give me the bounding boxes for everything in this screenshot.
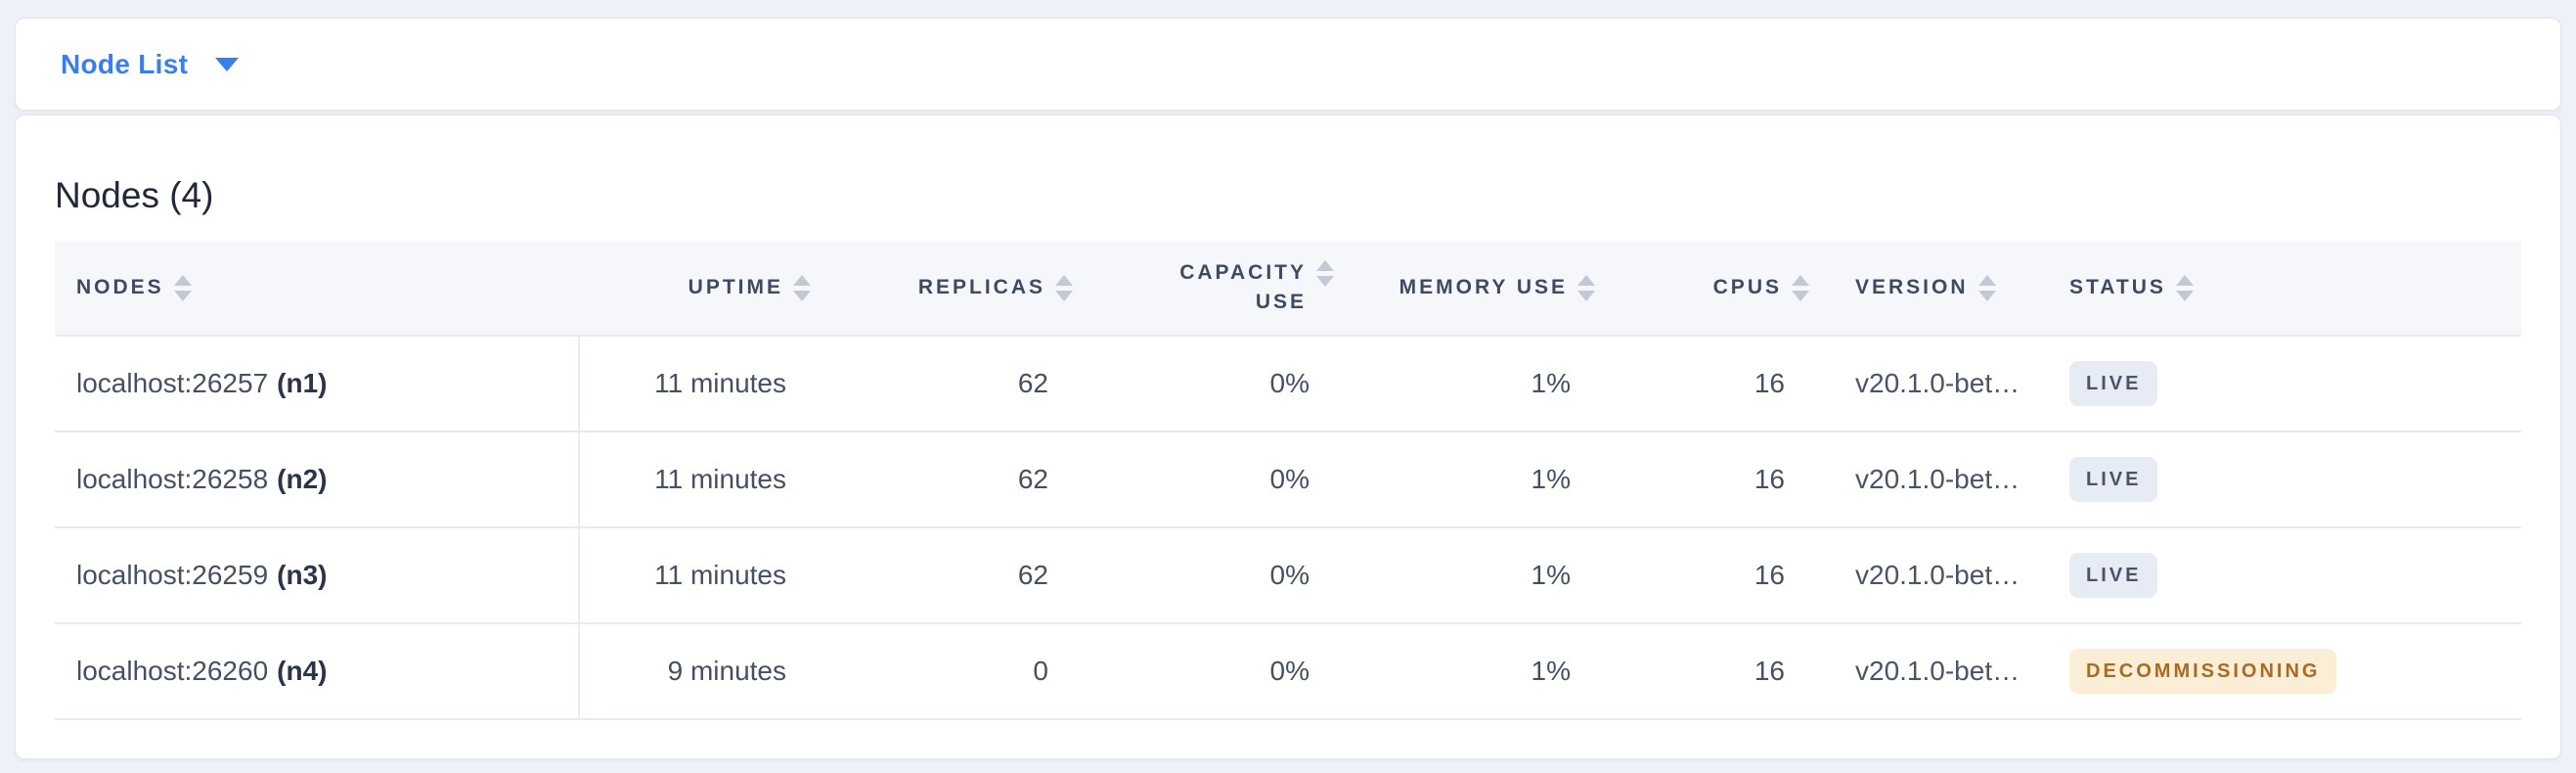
status-cell: DECOMMISSIONING [2063,649,2521,694]
memory-use-cell: 1% [1531,656,1571,686]
node-id: (n3) [277,560,328,590]
cpus-cell: 16 [1754,464,1785,494]
uptime-cell: 11 minutes [654,560,786,590]
node-id: (n4) [277,656,328,686]
status-cell: LIVE [2063,361,2521,406]
status-cell: LIVE [2063,457,2521,502]
table-row: localhost:26259 (n3) 11 minutes 62 0% 1%… [55,528,2521,624]
status-badge: DECOMMISSIONING [2069,649,2337,694]
memory-use-cell: 1% [1531,368,1571,398]
node-address-cell: localhost:26260 (n4) [55,624,580,718]
sort-icon[interactable] [1792,274,1809,301]
replicas-cell: 62 [1017,368,1048,398]
page-title: Nodes (4) [55,175,214,215]
uptime-cell: 11 minutes [654,464,786,494]
status-badge: LIVE [2069,361,2158,406]
capacity-use-cell: 0% [1269,560,1310,590]
version-cell: v20.1.0-bet… [1855,656,2021,686]
table-header-row: NODES UPTIME REPLICAS CAPACITY USE MEMOR… [55,241,2521,337]
table-row: localhost:26258 (n2) 11 minutes 62 0% 1%… [55,432,2521,528]
column-header-nodes[interactable]: NODES [55,241,580,335]
version-cell: v20.1.0-bet… [1855,560,2021,590]
status-cell: LIVE [2063,553,2521,598]
column-header-uptime[interactable]: UPTIME [580,241,811,335]
table-row: localhost:26257 (n1) 11 minutes 62 0% 1%… [55,337,2521,432]
replicas-cell: 62 [1017,560,1048,590]
replicas-cell: 0 [1033,656,1048,686]
column-header-cpus[interactable]: CPUS [1595,241,1809,335]
sort-icon[interactable] [1316,259,1334,287]
sort-icon[interactable] [793,274,811,301]
cpus-cell: 16 [1754,368,1785,398]
node-id: (n1) [277,368,328,398]
table-row: localhost:26260 (n4) 9 minutes 0 0% 1% 1… [55,624,2521,720]
version-cell: v20.1.0-bet… [1855,464,2021,494]
column-header-replicas[interactable]: REPLICAS [811,241,1073,335]
node-id: (n2) [277,464,328,494]
column-header-status[interactable]: STATUS [2063,241,2521,335]
column-header-memory-use[interactable]: MEMORY USE [1334,241,1595,335]
caret-down-icon [215,57,240,71]
uptime-cell: 11 minutes [654,368,786,398]
view-selector-label: Node List [61,48,189,79]
memory-use-cell: 1% [1531,464,1571,494]
uptime-cell: 9 minutes [667,656,786,686]
capacity-use-cell: 0% [1269,656,1310,686]
sort-icon[interactable] [1577,274,1595,301]
cpus-cell: 16 [1754,656,1785,686]
status-badge: LIVE [2069,457,2158,502]
sort-icon[interactable] [173,274,192,301]
sort-icon[interactable] [2175,274,2194,301]
node-address-cell: localhost:26257 (n1) [55,337,580,431]
node-list-table: NODES UPTIME REPLICAS CAPACITY USE MEMOR… [55,241,2521,720]
capacity-use-cell: 0% [1269,464,1310,494]
column-header-capacity-use[interactable]: CAPACITY USE [1073,241,1334,335]
nodes-card: Nodes (4) NODES UPTIME REPLICAS CAPACITY… [15,114,2561,759]
view-selector-dropdown[interactable]: Node List [15,18,2561,111]
column-header-version[interactable]: VERSION [1809,241,2063,335]
sort-icon[interactable] [1977,274,1996,301]
node-address-cell: localhost:26258 (n2) [55,432,580,526]
capacity-use-cell: 0% [1269,368,1310,398]
version-cell: v20.1.0-bet… [1855,368,2021,398]
node-address-cell: localhost:26259 (n3) [55,528,580,622]
replicas-cell: 62 [1017,464,1048,494]
status-badge: LIVE [2069,553,2158,598]
memory-use-cell: 1% [1531,560,1571,590]
sort-icon[interactable] [1055,274,1073,301]
cpus-cell: 16 [1754,560,1785,590]
